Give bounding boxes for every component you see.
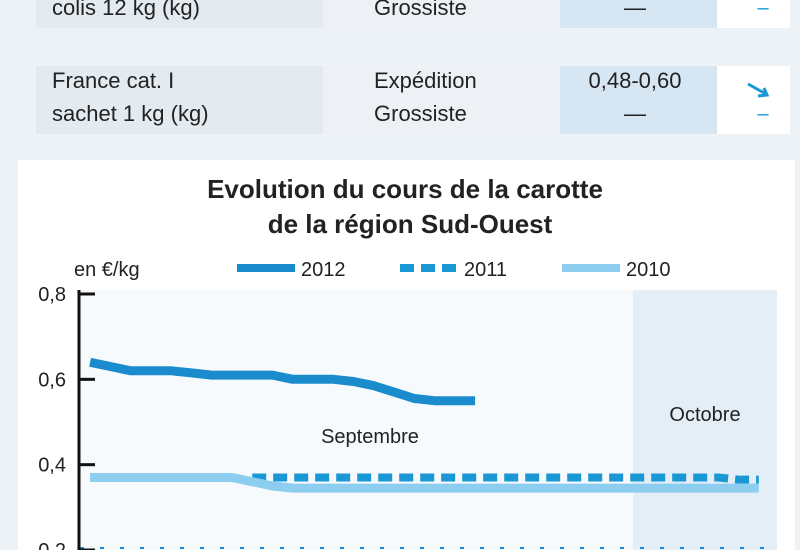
trend-cell [717,66,790,134]
plot-area [80,290,633,550]
price-table: France cat. I Expédition 0,48-0,60 colis 12… [36,0,790,134]
stage: Grossiste [374,101,467,126]
month-label: Octobre [669,404,740,426]
trend: – [757,0,769,19]
row-bg [323,66,560,134]
chart-title: de la région Sud-Ouest [268,209,553,239]
price-cell [560,66,717,134]
y-axis-label: en €/kg [74,259,140,281]
stage: Expédition [374,68,477,93]
series-line [252,473,759,484]
y-tick-label: 0,4 [38,455,66,477]
series-line [90,473,759,493]
trend: – [757,103,769,125]
price: 0,48-0,60 [589,68,682,93]
legend-label: 2010 [626,259,671,281]
trend-cell [717,0,790,28]
y-tick-label: 0,6 [38,369,66,391]
series-line [89,357,476,406]
month-band [633,290,777,550]
row-bg [323,0,560,28]
month-label: Septembre [321,426,419,448]
product: France cat. I [52,68,174,93]
price: — [624,101,646,126]
product: colis 12 kg (kg) [52,0,200,20]
product: sachet 1 kg (kg) [52,101,209,126]
price: — [624,0,646,20]
trend-arrow [747,82,770,98]
y-tick-label: 0,8 [38,284,66,306]
price-cell [560,0,717,28]
chart-title: Evolution du cours de la carotte [207,174,603,204]
y-tick-label: 0,2 [38,540,66,550]
stage: Grossiste [374,0,467,20]
legend-label: 2012 [301,259,346,281]
legend-label: 2011 [464,259,507,281]
